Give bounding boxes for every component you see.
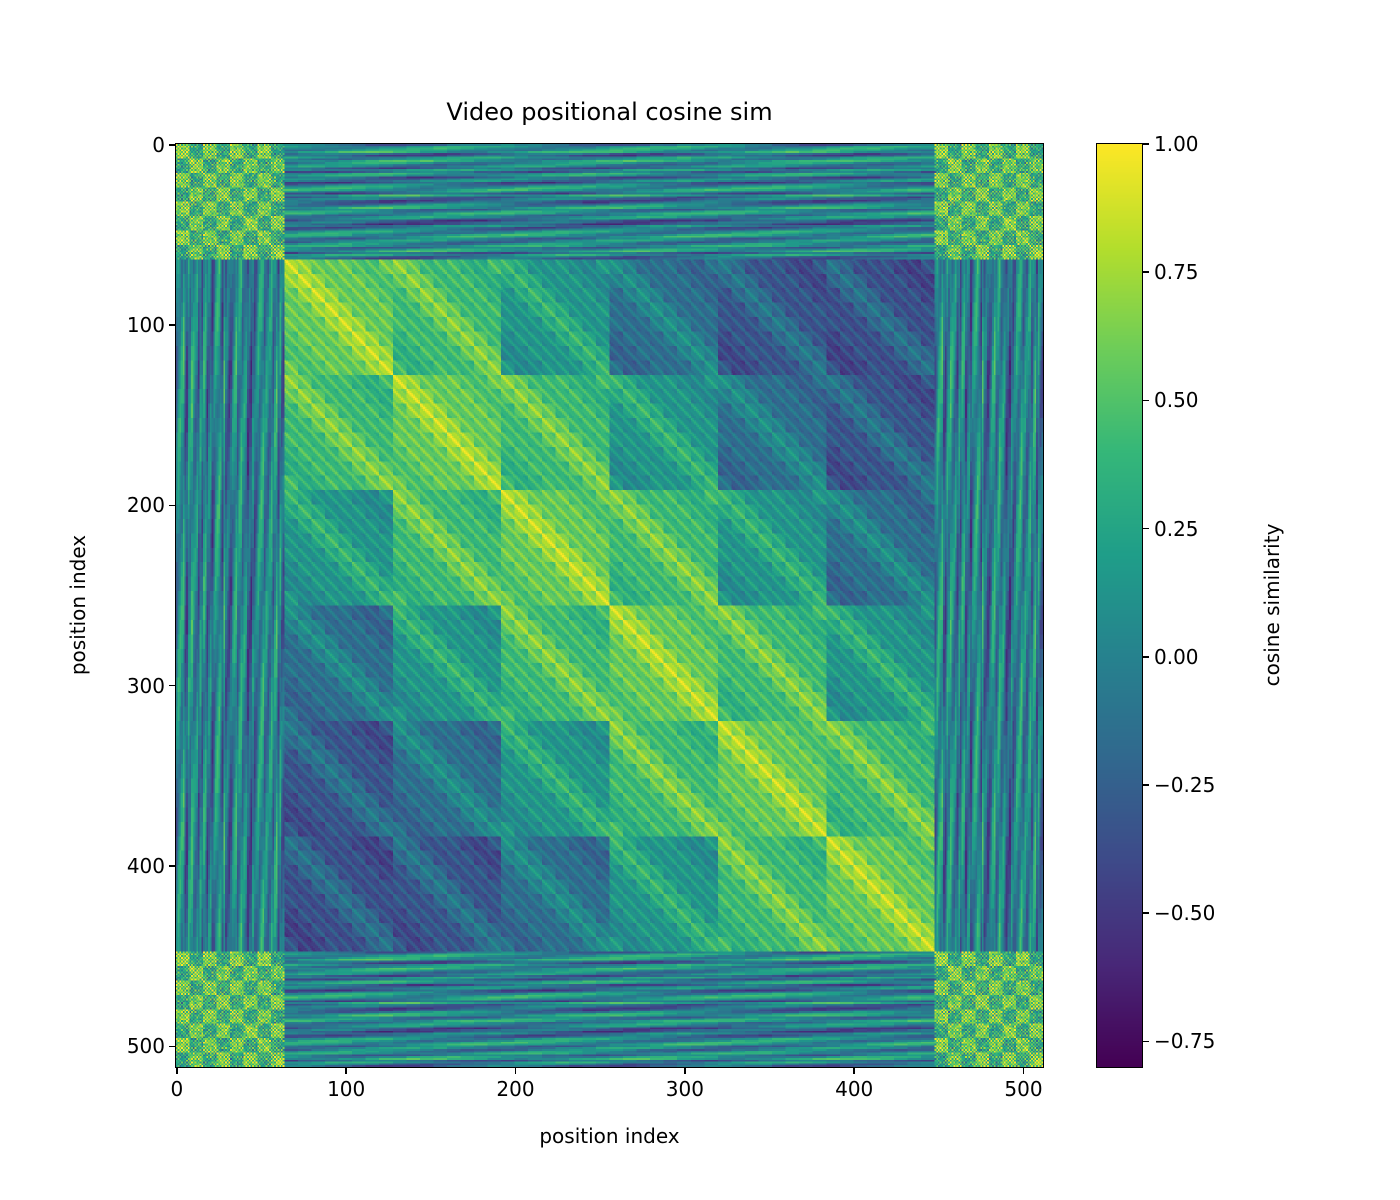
colorbar-tick-label: −0.25	[1154, 772, 1216, 797]
x-axis-label: position index	[539, 1124, 680, 1148]
colorbar-tick-label: −0.75	[1154, 1029, 1216, 1054]
colorbar-tick	[1142, 143, 1149, 145]
colorbar	[1097, 144, 1142, 1067]
x-tick	[345, 1067, 347, 1074]
y-tick	[169, 1045, 176, 1048]
colorbar-tick	[1142, 784, 1149, 786]
y-tick-label: 200	[126, 493, 165, 518]
y-tick-label: 500	[126, 1034, 165, 1059]
x-tick-label: 0	[170, 1077, 184, 1101]
x-tick	[853, 1067, 855, 1074]
colorbar-frame	[1096, 143, 1143, 1068]
colorbar-tick-label: 0.75	[1154, 260, 1199, 285]
colorbar-tick	[1142, 912, 1149, 914]
colorbar-label: cosine similarity	[1260, 523, 1284, 687]
chart-title: Video positional cosine sim	[446, 98, 773, 126]
colorbar-tick-label: 0.25	[1154, 516, 1199, 541]
colorbar-tick	[1142, 656, 1149, 658]
x-tick	[684, 1067, 686, 1074]
y-tick-label: 400	[126, 853, 165, 878]
x-tick	[176, 1067, 178, 1074]
colorbar-tick	[1142, 527, 1149, 530]
y-tick	[169, 865, 176, 867]
heatmap-cells	[176, 144, 1043, 1067]
y-tick	[169, 324, 176, 326]
y-tick	[169, 684, 176, 687]
colorbar-tick	[1142, 271, 1149, 273]
x-tick	[1022, 1067, 1025, 1074]
x-tick-label: 200	[496, 1077, 535, 1101]
x-tick-label: 400	[835, 1077, 874, 1101]
colorbar-tick-label: 0.00	[1154, 644, 1199, 669]
x-tick-label: 500	[1004, 1077, 1043, 1101]
colorbar-tick	[1142, 1040, 1149, 1043]
x-tick	[514, 1067, 517, 1074]
y-axis-label: position index	[66, 534, 90, 676]
y-tick	[169, 504, 176, 507]
x-tick-label: 100	[327, 1077, 366, 1101]
y-tick-label: 100	[126, 313, 165, 338]
colorbar-tick-label: 0.50	[1154, 388, 1199, 413]
colorbar-tick-label: −0.50	[1154, 901, 1216, 926]
x-tick-label: 300	[665, 1077, 704, 1101]
colorbar-tick-label: 1.00	[1154, 132, 1199, 156]
y-tick	[169, 144, 176, 146]
y-tick-label: 300	[126, 673, 165, 698]
y-tick-label: 0	[152, 132, 165, 157]
plot-frame	[175, 143, 1044, 1068]
colorbar-tick	[1142, 399, 1149, 402]
